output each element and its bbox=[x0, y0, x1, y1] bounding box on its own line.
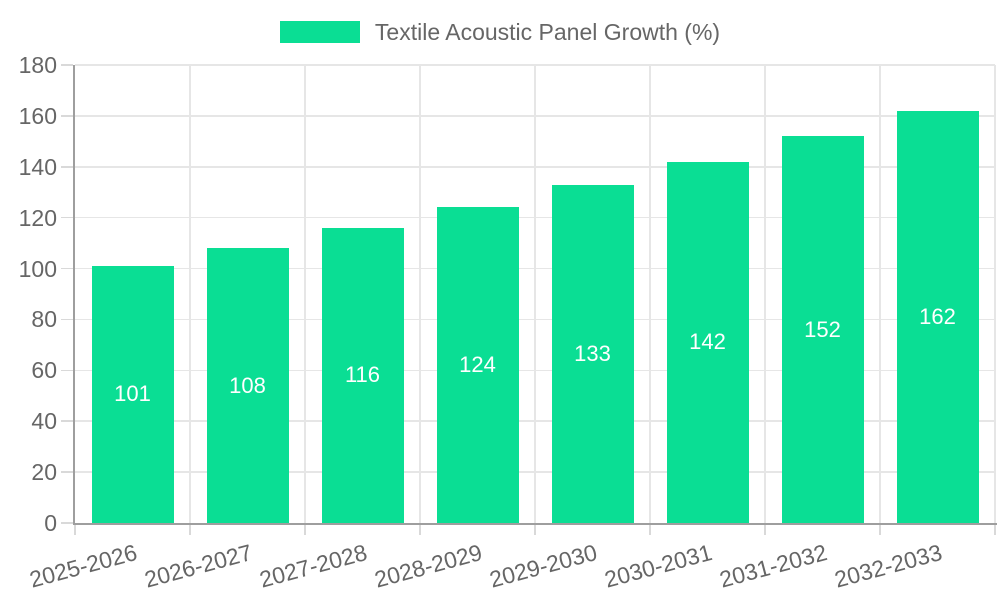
gridline-vertical bbox=[764, 65, 766, 523]
bar-value-label: 101 bbox=[114, 381, 151, 407]
y-axis-tick bbox=[61, 522, 73, 524]
x-axis-tick bbox=[879, 525, 881, 535]
y-axis-tick bbox=[61, 267, 73, 270]
x-axis-tick bbox=[534, 525, 536, 535]
gridline-vertical bbox=[304, 65, 306, 523]
bar-value-label: 116 bbox=[344, 362, 381, 388]
gridline-vertical bbox=[994, 65, 996, 523]
x-axis-tick bbox=[189, 525, 191, 535]
x-axis-tick bbox=[74, 525, 76, 535]
x-axis-line bbox=[73, 523, 997, 525]
bar[interactable]: 162 bbox=[896, 110, 979, 523]
bar-value-label: 162 bbox=[919, 303, 956, 329]
y-axis-label: 0 bbox=[44, 510, 57, 536]
x-axis-tick bbox=[419, 525, 421, 535]
y-axis-tick bbox=[61, 216, 73, 219]
bar-value-label: 133 bbox=[574, 340, 611, 366]
gridline-vertical bbox=[189, 65, 191, 523]
bar[interactable]: 124 bbox=[436, 207, 519, 523]
x-axis-tick bbox=[994, 525, 996, 535]
gridline-vertical bbox=[879, 65, 881, 523]
x-axis-tick bbox=[304, 525, 306, 535]
bar[interactable]: 133 bbox=[551, 184, 634, 523]
y-axis-label: 100 bbox=[18, 255, 57, 282]
bar-value-label: 108 bbox=[229, 372, 266, 398]
y-axis-tick bbox=[61, 369, 73, 372]
y-axis-label: 20 bbox=[31, 459, 57, 486]
gridline-vertical bbox=[534, 65, 536, 523]
bar[interactable]: 108 bbox=[206, 248, 289, 523]
y-axis-label: 120 bbox=[18, 204, 57, 231]
y-axis-line bbox=[73, 65, 75, 525]
legend-item[interactable]: Textile Acoustic Panel Growth (%) bbox=[0, 18, 1000, 45]
y-axis-label: 80 bbox=[31, 306, 57, 333]
bar-value-label: 142 bbox=[689, 329, 726, 355]
y-axis-label: 40 bbox=[31, 408, 57, 435]
legend-label: Textile Acoustic Panel Growth (%) bbox=[374, 18, 721, 45]
bar[interactable]: 101 bbox=[91, 266, 174, 523]
bar[interactable]: 152 bbox=[781, 136, 864, 523]
y-axis-tick bbox=[61, 64, 73, 66]
gridline-vertical bbox=[649, 65, 651, 523]
y-axis-tick bbox=[61, 420, 73, 422]
y-axis-tick bbox=[61, 115, 73, 117]
plot-area: 0 20 40 60 80 100 120 140 160 180 101 108 116 124 133 1… bbox=[19, 52, 997, 593]
y-axis-tick bbox=[61, 471, 73, 473]
y-axis-tick bbox=[61, 166, 73, 168]
x-axis-tick bbox=[649, 525, 651, 535]
bar[interactable]: 116 bbox=[321, 227, 404, 523]
legend-swatch bbox=[279, 21, 360, 43]
y-axis-label: 140 bbox=[18, 153, 57, 180]
x-axis-tick bbox=[764, 525, 766, 535]
y-axis-label: 60 bbox=[31, 357, 57, 384]
y-axis-label: 180 bbox=[18, 52, 57, 78]
bar-value-label: 124 bbox=[459, 352, 496, 378]
bar-value-label: 152 bbox=[804, 316, 841, 342]
bar[interactable]: 142 bbox=[666, 161, 749, 523]
y-axis-label: 160 bbox=[18, 102, 57, 129]
y-axis-tick bbox=[61, 318, 73, 321]
gridline-vertical bbox=[419, 65, 421, 523]
